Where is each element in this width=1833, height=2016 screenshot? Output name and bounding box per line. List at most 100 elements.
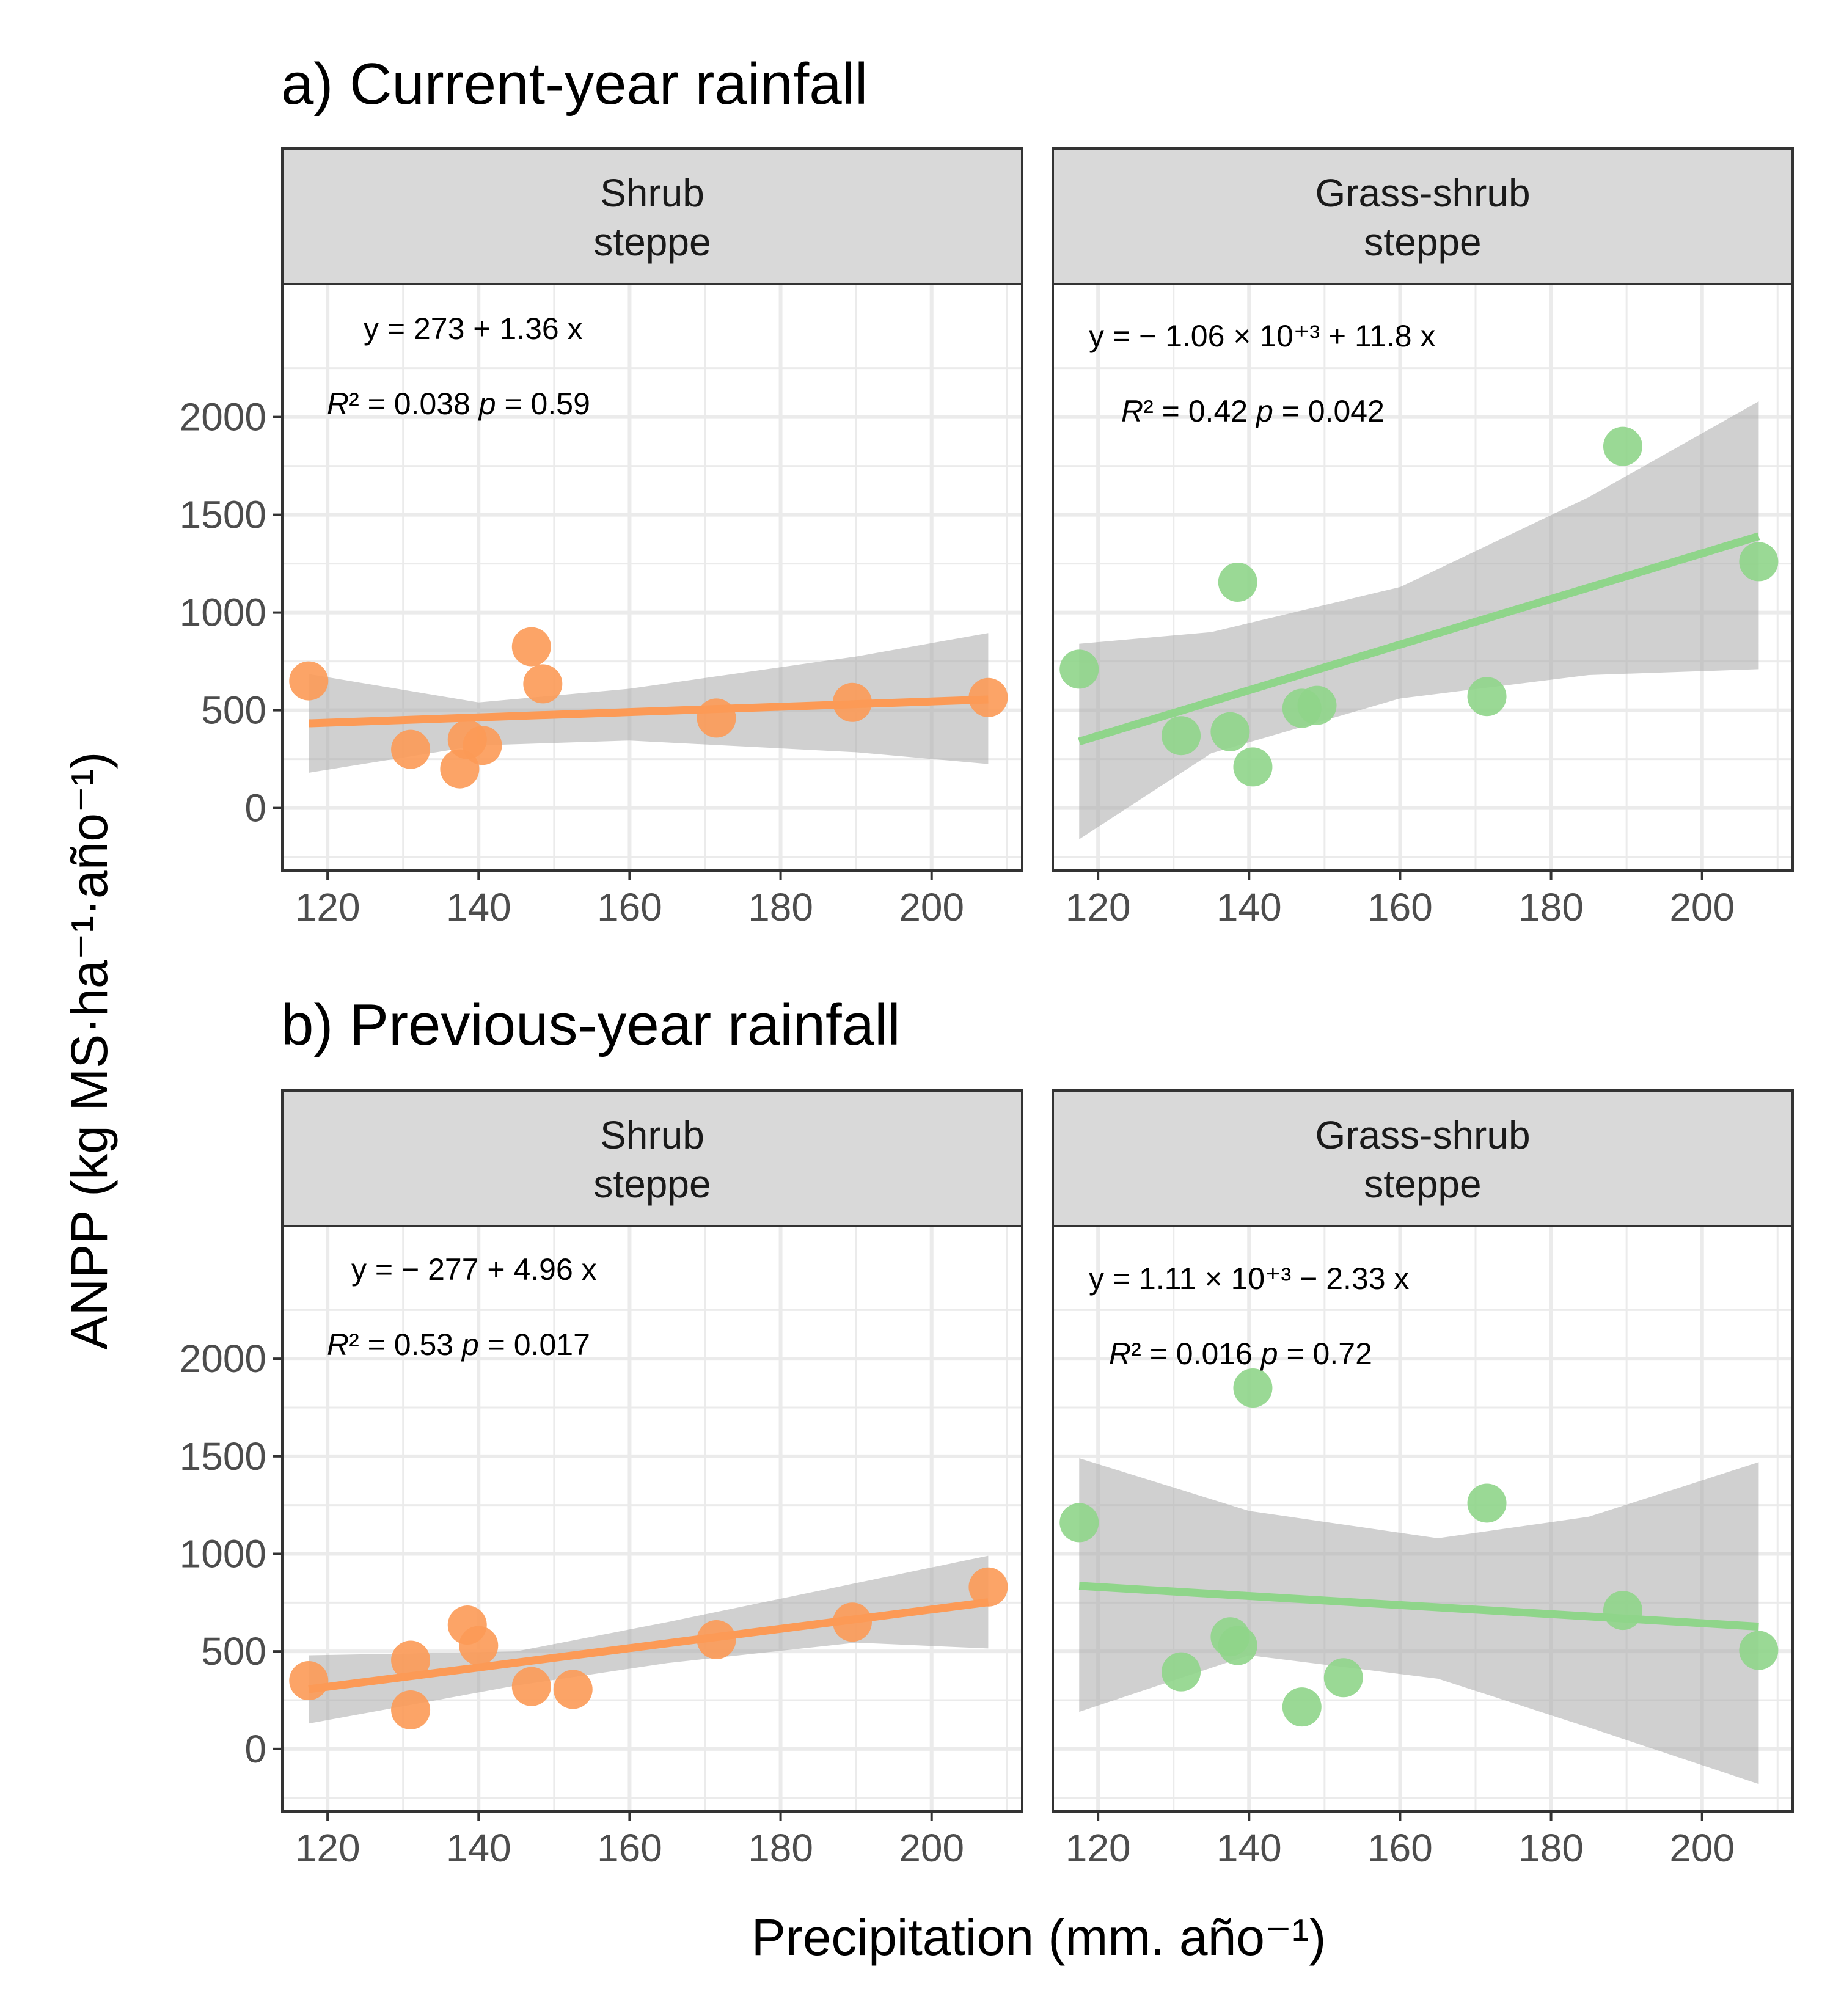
regression-stats: R² = 0.016 p = 0.72 [1109,1337,1372,1371]
data-point [463,726,502,765]
x-tick-label: 160 [597,885,662,929]
data-point [1218,563,1257,602]
section-title-a: a) Current-year rainfall [281,51,868,117]
x-tick-label: 140 [1217,1826,1282,1870]
x-tick-label: 120 [1066,1826,1131,1870]
stats-part: p [1255,394,1273,428]
x-tick-label: 160 [1367,885,1433,929]
regression-equation: y = − 277 + 4.96 x [351,1252,597,1287]
plot-background [282,1226,1022,1811]
x-tick-label: 180 [1518,1826,1584,1870]
regression-line [308,1598,989,1693]
y-tick-label: 1500 [180,493,266,537]
x-tick-label: 140 [446,1826,511,1870]
data-point [1210,712,1250,751]
stats-part: = 0.72 [1278,1337,1372,1371]
regression-equation: y = 1.11 × 10⁺³ − 2.33 x [1089,1262,1409,1296]
x-tick-label: 120 [1066,885,1131,929]
stats-part: ² = 0.53 [349,1328,462,1362]
y-tick-label: 500 [201,1629,266,1673]
stats-part: = 0.042 [1273,394,1385,428]
stats-part: R [327,1328,349,1362]
regression-stats: R² = 0.038 p = 0.59 [327,387,590,421]
x-tick-label: 180 [748,885,813,929]
confidence-band [1079,1458,1759,1784]
stats-part: p [478,387,496,421]
data-point [1739,1631,1779,1670]
stats-part: p [1260,1337,1278,1371]
stats-part: p [461,1328,479,1362]
strip-background [281,1089,1023,1227]
stats-part: = 0.017 [479,1328,590,1362]
data-point [1467,1483,1507,1523]
regression-line [1078,532,1760,746]
x-tick-label: 200 [1669,1826,1735,1870]
strip-label-line: steppe [593,220,711,264]
y-tick-label: 1000 [180,591,266,635]
data-point [523,664,563,704]
data-point [553,1670,593,1709]
stats-part: ² = 0.42 [1143,394,1256,428]
data-point [1603,426,1642,466]
data-point [1162,1652,1201,1692]
strip-background [1052,1089,1794,1227]
stats-part: R [327,387,349,421]
stats-part: ² = 0.016 [1131,1337,1261,1371]
x-tick-label: 200 [899,885,964,929]
data-point [1603,1591,1642,1631]
regression-line [309,695,989,728]
y-axis-title: ANPP (kg MS·ha⁻¹·año⁻¹) [60,752,118,1350]
data-point [697,698,736,738]
data-point [1233,1368,1273,1408]
data-point [1218,1626,1257,1665]
panel-3: Shrub steppe 120 140 160 180 2000 500 1000 1500 20… [180,1089,1023,1870]
regression-stats: R² = 0.42 p = 0.042 [1121,394,1385,428]
plot-background [282,284,1022,871]
regression-equation: y = − 1.06 × 10⁺³ + 11.8 x [1089,319,1436,353]
strip-label-line: Grass-shrub [1315,171,1530,215]
regression-line [1078,1582,1759,1631]
strip-background [1052,147,1794,285]
strip-background [281,147,1023,285]
panel-4: Grass-shrub steppe 120 140 160 180 200 y = 1.11… [1052,1089,1794,1870]
x-tick-label: 120 [295,885,360,929]
data-point [968,677,1008,717]
x-tick-label: 200 [1669,885,1735,929]
data-point [459,1626,499,1665]
data-point [1059,649,1099,689]
data-point [1059,1503,1099,1543]
x-tick-label: 180 [1518,885,1584,929]
data-point [391,1640,431,1680]
stats-part: R [1121,394,1143,428]
x-tick-label: 180 [748,1826,813,1870]
confidence-band [309,1555,989,1724]
x-tick-label: 160 [597,1826,662,1870]
y-tick-label: 2000 [180,395,266,439]
section-title-b: b) Previous-year rainfall [281,992,901,1057]
data-point [289,661,329,701]
x-tick-label: 120 [295,1826,360,1870]
y-tick-label: 1000 [180,1532,266,1576]
data-point [511,627,551,667]
data-point [391,1690,431,1729]
data-point [1297,685,1337,725]
data-point [1323,1658,1363,1698]
y-tick-label: 0 [244,786,266,830]
data-point [289,1661,329,1701]
strip-label-line: steppe [593,1162,711,1206]
strip-label-line: Shrub [600,1113,704,1157]
y-tick-label: 2000 [180,1337,266,1381]
y-tick-label: 1500 [180,1434,266,1478]
stats-part: ² = 0.038 [349,387,479,421]
x-tick-label: 160 [1367,1826,1433,1870]
x-tick-label: 200 [899,1826,964,1870]
strip-label-line: steppe [1364,1162,1481,1206]
data-point [1233,747,1273,787]
regression-equation: y = 273 + 1.36 x [364,312,583,346]
data-point [1739,542,1779,582]
stats-part: R [1109,1337,1131,1371]
panel-2: Grass-shrub steppe 120 140 160 180 200 y = − 1.… [1052,147,1794,929]
strip-label-line: steppe [1364,220,1481,264]
